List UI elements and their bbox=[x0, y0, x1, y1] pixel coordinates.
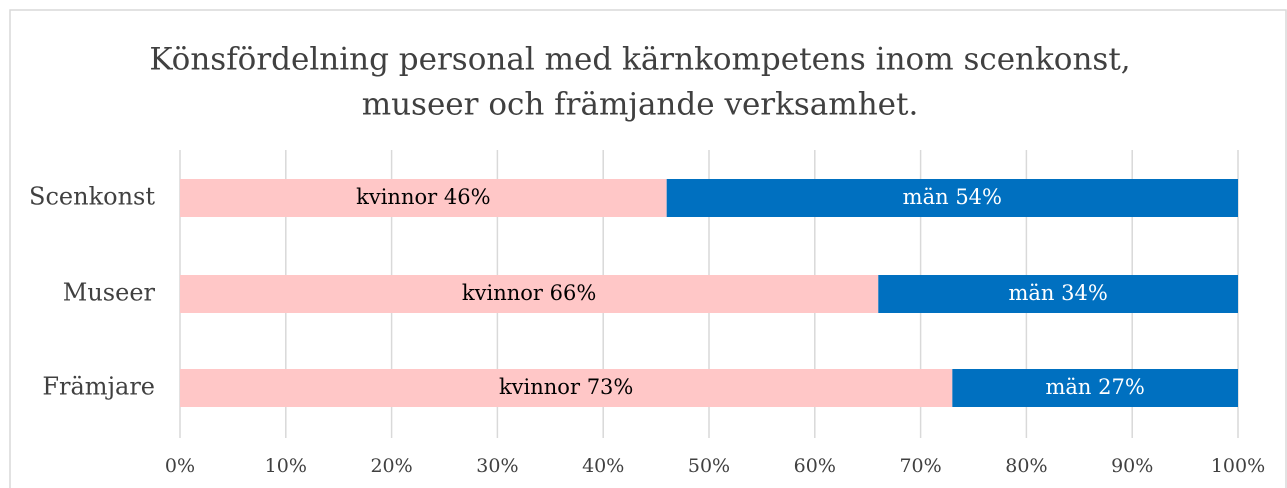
bar-segment bbox=[180, 179, 667, 217]
y-tick-label: Museer bbox=[63, 279, 156, 307]
value-label: 73% bbox=[587, 375, 634, 399]
series-name: kvinnor bbox=[499, 375, 581, 399]
x-tick-label: 90% bbox=[1111, 455, 1153, 477]
chart-title: museer och främjande verksamhet. bbox=[362, 87, 919, 123]
data-label: män 27% bbox=[1045, 375, 1144, 399]
bar-segment bbox=[180, 275, 879, 313]
x-tick-label: 10% bbox=[265, 455, 307, 477]
x-tick-label: 100% bbox=[1211, 455, 1265, 477]
x-tick-label: 70% bbox=[899, 455, 941, 477]
value-label: 66% bbox=[550, 281, 597, 305]
x-tick-label: 20% bbox=[370, 455, 412, 477]
value-label: 54% bbox=[955, 185, 1002, 209]
y-tick-label: Främjare bbox=[42, 373, 155, 401]
bar-segment bbox=[180, 369, 953, 407]
value-label: 27% bbox=[1098, 375, 1145, 399]
x-tick-label: 40% bbox=[582, 455, 624, 477]
chart-title: Könsfördelning personal med kärnkompeten… bbox=[149, 42, 1130, 78]
data-label: kvinnor 73% bbox=[499, 375, 633, 399]
data-label: män 34% bbox=[1008, 281, 1107, 305]
series-name: män bbox=[903, 185, 949, 209]
bar-segment bbox=[666, 179, 1238, 217]
data-label: kvinnor 66% bbox=[462, 281, 596, 305]
series-name: kvinnor bbox=[356, 185, 438, 209]
value-label: 46% bbox=[444, 185, 491, 209]
series-name: män bbox=[1008, 281, 1054, 305]
series-name: män bbox=[1045, 375, 1091, 399]
bar-segment bbox=[878, 275, 1238, 313]
x-tick-label: 0% bbox=[165, 455, 195, 477]
bar-segment bbox=[952, 369, 1238, 407]
x-tick-label: 60% bbox=[794, 455, 836, 477]
x-tick-label: 80% bbox=[1005, 455, 1047, 477]
x-tick-label: 30% bbox=[476, 455, 518, 477]
series-name: kvinnor bbox=[462, 281, 544, 305]
data-label: män 54% bbox=[903, 185, 1002, 209]
value-label: 34% bbox=[1061, 281, 1108, 305]
data-label: kvinnor 46% bbox=[356, 185, 490, 209]
x-tick-label: 50% bbox=[688, 455, 730, 477]
y-tick-label: Scenkonst bbox=[29, 183, 155, 211]
chart-frame bbox=[9, 9, 1287, 488]
